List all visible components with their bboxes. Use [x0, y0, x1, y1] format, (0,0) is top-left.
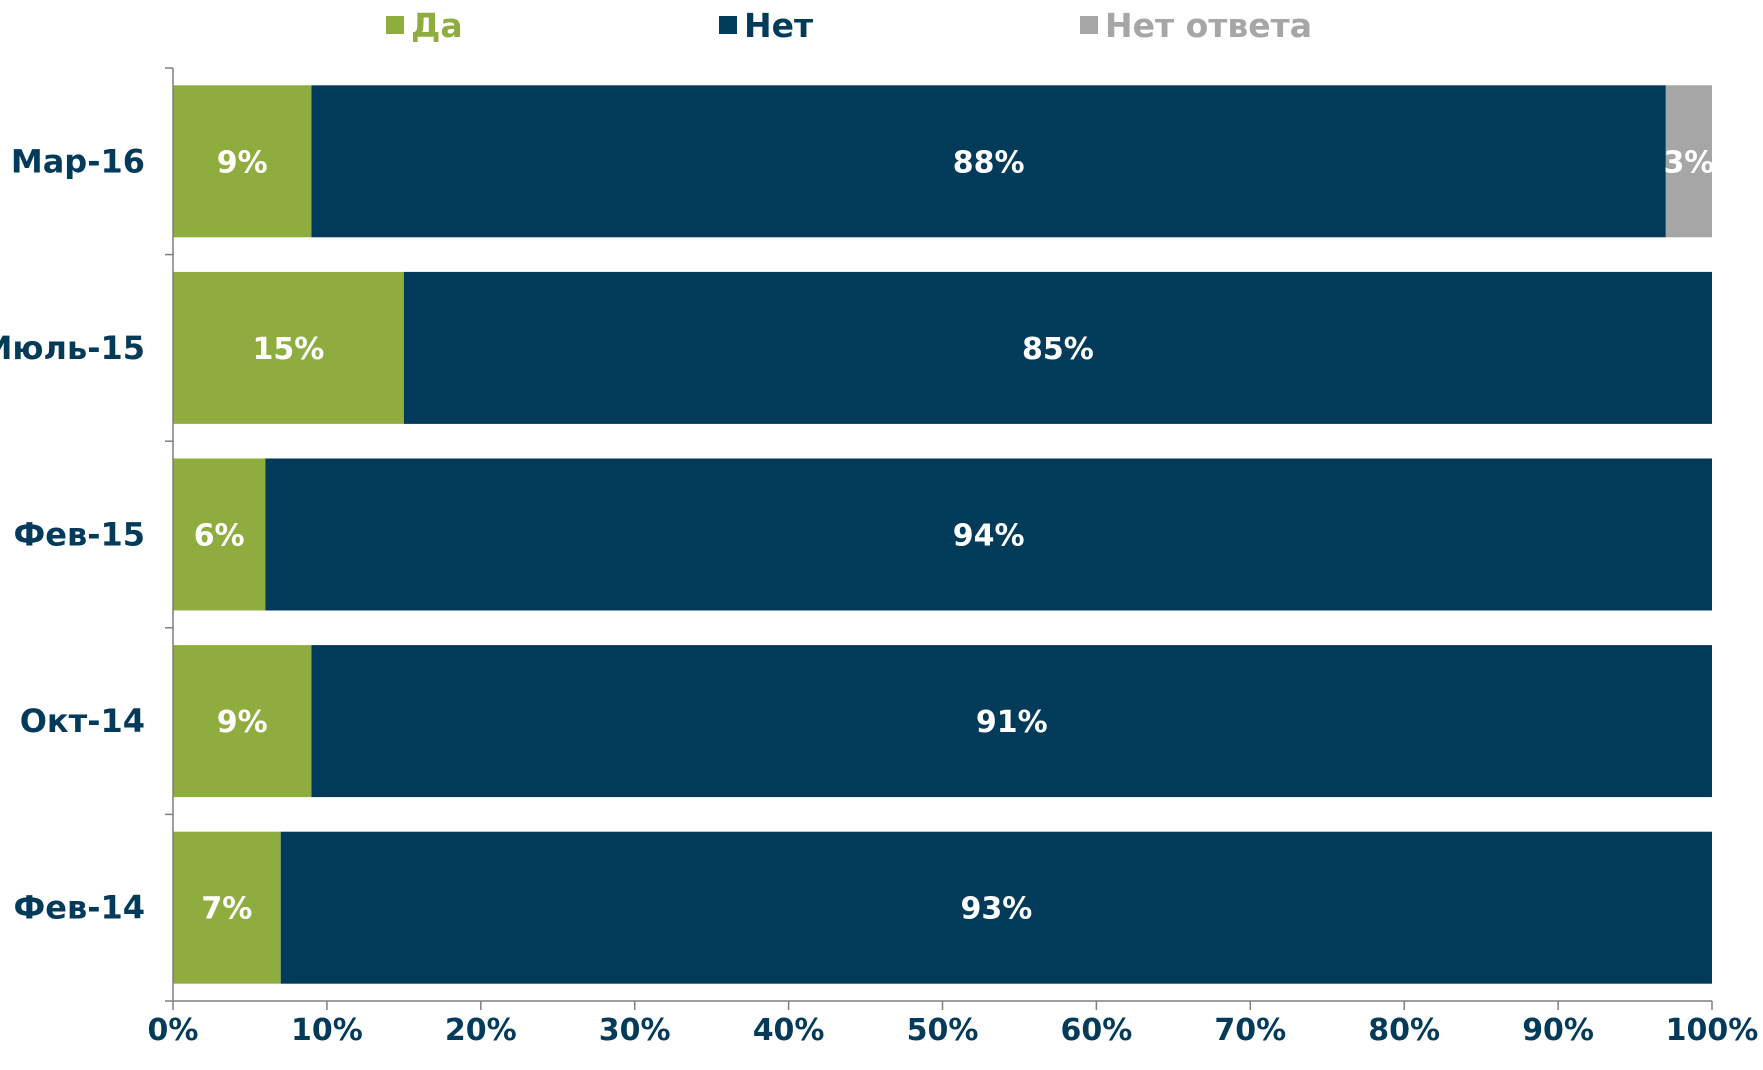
- category-label: Фев-14: [14, 889, 146, 927]
- bar-segment: [173, 831, 281, 984]
- bar-segment: [403, 271, 1713, 424]
- x-tick-label: 40%: [753, 1013, 825, 1048]
- legend-label-no: Нет: [744, 5, 814, 45]
- data-label: 85%: [1022, 332, 1094, 367]
- category-label: Окт-14: [20, 702, 145, 740]
- bar-segment: [265, 458, 1713, 611]
- data-label: 93%: [960, 892, 1032, 927]
- data-label: 3%: [1663, 145, 1714, 180]
- bar-segment: [311, 645, 1712, 798]
- data-label: 15%: [253, 332, 325, 367]
- legend-label-yes: Да: [411, 5, 463, 45]
- bar-segment: [173, 645, 312, 798]
- bar-segment: [173, 458, 266, 611]
- x-tick-label: 100%: [1666, 1013, 1759, 1048]
- data-label: 6%: [194, 519, 245, 554]
- bar-segment: [311, 85, 1666, 238]
- legend-swatch-yes: [386, 16, 404, 34]
- legend-swatch-no-answer: [1080, 16, 1098, 34]
- x-tick-label: 20%: [445, 1013, 517, 1048]
- legend-item-no: Нет: [719, 2, 813, 48]
- data-label: 9%: [217, 705, 268, 740]
- data-label: 7%: [201, 892, 252, 927]
- bar-segment: [1665, 85, 1712, 238]
- x-tick-label: 60%: [1060, 1013, 1132, 1048]
- category-label: Июль-15: [0, 329, 145, 367]
- bar-segment: [173, 271, 404, 424]
- data-label: 9%: [217, 145, 268, 180]
- legend-item-no-answer: Нет ответа: [1080, 2, 1312, 48]
- x-tick-label: 0%: [148, 1013, 199, 1048]
- x-tick-label: 70%: [1214, 1013, 1286, 1048]
- x-tick-label: 80%: [1368, 1013, 1440, 1048]
- data-label: 88%: [953, 145, 1025, 180]
- legend-label-no-answer: Нет ответа: [1105, 5, 1313, 45]
- bar-segment: [280, 831, 1713, 984]
- x-tick-label: 10%: [291, 1013, 363, 1048]
- x-tick-label: 50%: [907, 1013, 979, 1048]
- category-label: Мар-16: [11, 142, 145, 180]
- data-label: 91%: [976, 705, 1048, 740]
- legend-swatch-no: [719, 16, 737, 34]
- data-label: 94%: [953, 519, 1025, 554]
- bar-segment: [173, 85, 312, 238]
- category-label: Фев-15: [14, 516, 146, 554]
- legend-item-yes: Да: [386, 2, 463, 48]
- x-tick-label: 30%: [599, 1013, 671, 1048]
- x-tick-label: 90%: [1522, 1013, 1594, 1048]
